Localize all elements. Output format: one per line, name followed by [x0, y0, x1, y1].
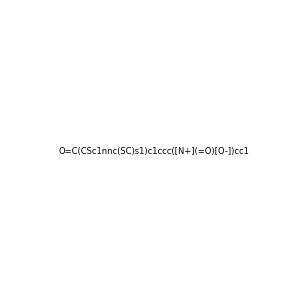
Text: O=C(CSc1nnc(SC)s1)c1ccc([N+](=O)[O-])cc1: O=C(CSc1nnc(SC)s1)c1ccc([N+](=O)[O-])cc1	[58, 147, 249, 156]
